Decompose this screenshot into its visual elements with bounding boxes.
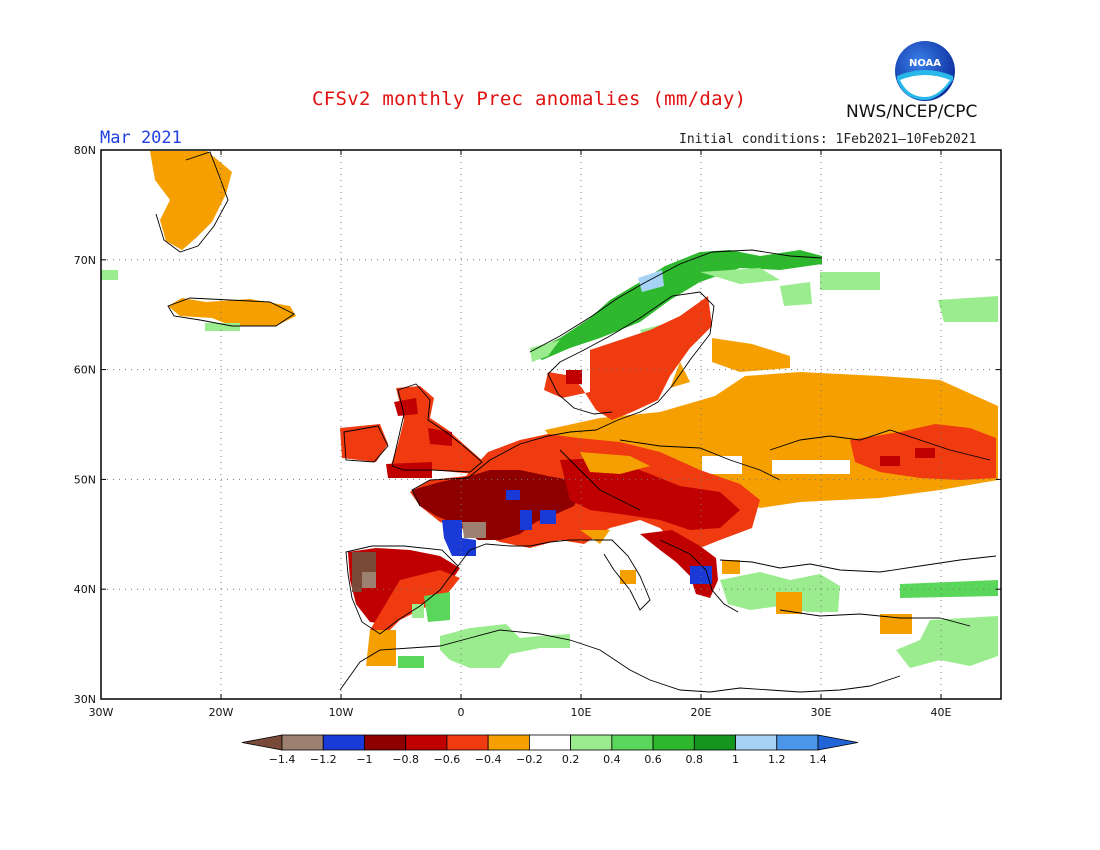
coastlines — [155, 151, 997, 693]
colorbar: −1.4 −1.2 −1 −0.8 −0.6 −0.4 −0.2 0.2 0.4 0.6 0.8 1 1… — [241, 734, 859, 766]
region-north-africa — [440, 624, 570, 668]
region-scandinavia-dark — [566, 370, 582, 384]
lon-label: 10W — [329, 706, 354, 719]
colorbar-segment — [693, 734, 736, 751]
colorbar-label: 0.4 — [603, 753, 621, 766]
agency-label: NWS/NCEP/CPC — [846, 102, 978, 122]
colorbar-high-arrow — [817, 734, 859, 751]
region-north-africa-green — [398, 656, 424, 668]
colorbar-label: 0.8 — [686, 753, 704, 766]
region-mideast-green — [896, 616, 998, 668]
lat-label: 60N — [74, 364, 96, 377]
colorbar-label: 1 — [732, 753, 739, 766]
region-turkey-orange — [776, 592, 912, 634]
region-britain-dark — [386, 398, 452, 478]
lon-label: 20W — [209, 706, 234, 719]
region-white-hole — [702, 456, 850, 474]
colorbar-label: −1.4 — [269, 753, 296, 766]
lat-label: 70N — [74, 254, 96, 267]
region-iceland-green — [205, 323, 240, 331]
lat-label: 30N — [74, 693, 96, 706]
region-biscay-brown — [462, 522, 486, 538]
colorbar-segment — [528, 734, 572, 751]
region-iberia-lightgreen — [412, 604, 424, 618]
colorbar-label: −0.6 — [434, 753, 461, 766]
region-greenland — [150, 151, 232, 250]
region-norway-lightgreen — [530, 268, 780, 362]
colorbar-label: 1.4 — [809, 753, 827, 766]
colorbar-segment — [364, 734, 407, 751]
colorbar-segment — [611, 734, 654, 751]
colorbar-low-arrow — [241, 734, 283, 751]
colorbar-segment — [652, 734, 695, 751]
lon-label: 30E — [811, 706, 832, 719]
region-turkey-green — [900, 580, 998, 598]
noaa-logo-icon: NOAA — [895, 41, 955, 101]
anomaly-regions — [101, 151, 998, 668]
map-grid — [101, 150, 1001, 699]
region-morocco-orange — [366, 630, 396, 666]
lon-label: 30W — [89, 706, 114, 719]
colorbar-label: 0.2 — [562, 753, 580, 766]
map-axis-ticks — [100, 149, 1001, 700]
region-portugal-light — [362, 572, 376, 588]
region-biscay-blue — [442, 490, 556, 556]
colorbar-segment — [446, 734, 489, 751]
region-balkans-blue — [690, 566, 712, 584]
lon-label: 0 — [458, 706, 465, 719]
region-finland-orange — [670, 338, 790, 388]
colorbar-label: −0.2 — [516, 753, 543, 766]
colorbar-segment — [735, 734, 778, 751]
colorbar-segment — [776, 734, 819, 751]
region-iceland — [168, 298, 296, 326]
region-arctic-green — [101, 270, 118, 280]
map-title: CFSv2 monthly Prec anomalies (mm/day) — [312, 88, 747, 110]
lat-label: 40N — [74, 583, 96, 596]
colorbar-segment — [281, 734, 324, 751]
lat-label: 80N — [74, 144, 96, 157]
map-axis-labels: 30N 40N 50N 60N 70N 80N 30W 20W 10W 0 10E 20E 30E 40E — [74, 144, 952, 719]
region-norway-green — [530, 250, 822, 360]
region-central-dark — [560, 458, 740, 530]
region-italy-orange — [620, 560, 740, 584]
region-eastern-europe — [545, 372, 998, 508]
colorbar-label: −1.2 — [310, 753, 337, 766]
logo-lettering: NOAA — [909, 58, 941, 69]
colorbar-segment — [405, 734, 448, 751]
colorbar-label: −0.4 — [475, 753, 502, 766]
region-scandinavia — [544, 296, 712, 420]
colorbar-label: −0.8 — [392, 753, 419, 766]
map-frame — [100, 149, 1002, 700]
colorbar-segment — [570, 734, 613, 751]
lat-label: 50N — [74, 473, 96, 486]
lon-label: 20E — [691, 706, 712, 719]
region-central-orange — [580, 452, 650, 544]
lon-label: 40E — [931, 706, 952, 719]
colorbar-segment — [487, 734, 530, 751]
region-iberia-green — [424, 592, 450, 622]
colorbar-segment — [322, 734, 365, 751]
region-russia-dark — [880, 448, 935, 466]
region-ireland — [340, 424, 388, 462]
month-label: Mar 2021 — [100, 128, 182, 148]
region-russia-green — [780, 272, 998, 322]
colorbar-label: 1.2 — [768, 753, 786, 766]
colorbar-label: −1 — [356, 753, 372, 766]
initial-conditions: Initial conditions: 1Feb2021—10Feb2021 — [679, 132, 977, 147]
colorbar-label: 0.6 — [644, 753, 662, 766]
lon-label: 10E — [571, 706, 592, 719]
